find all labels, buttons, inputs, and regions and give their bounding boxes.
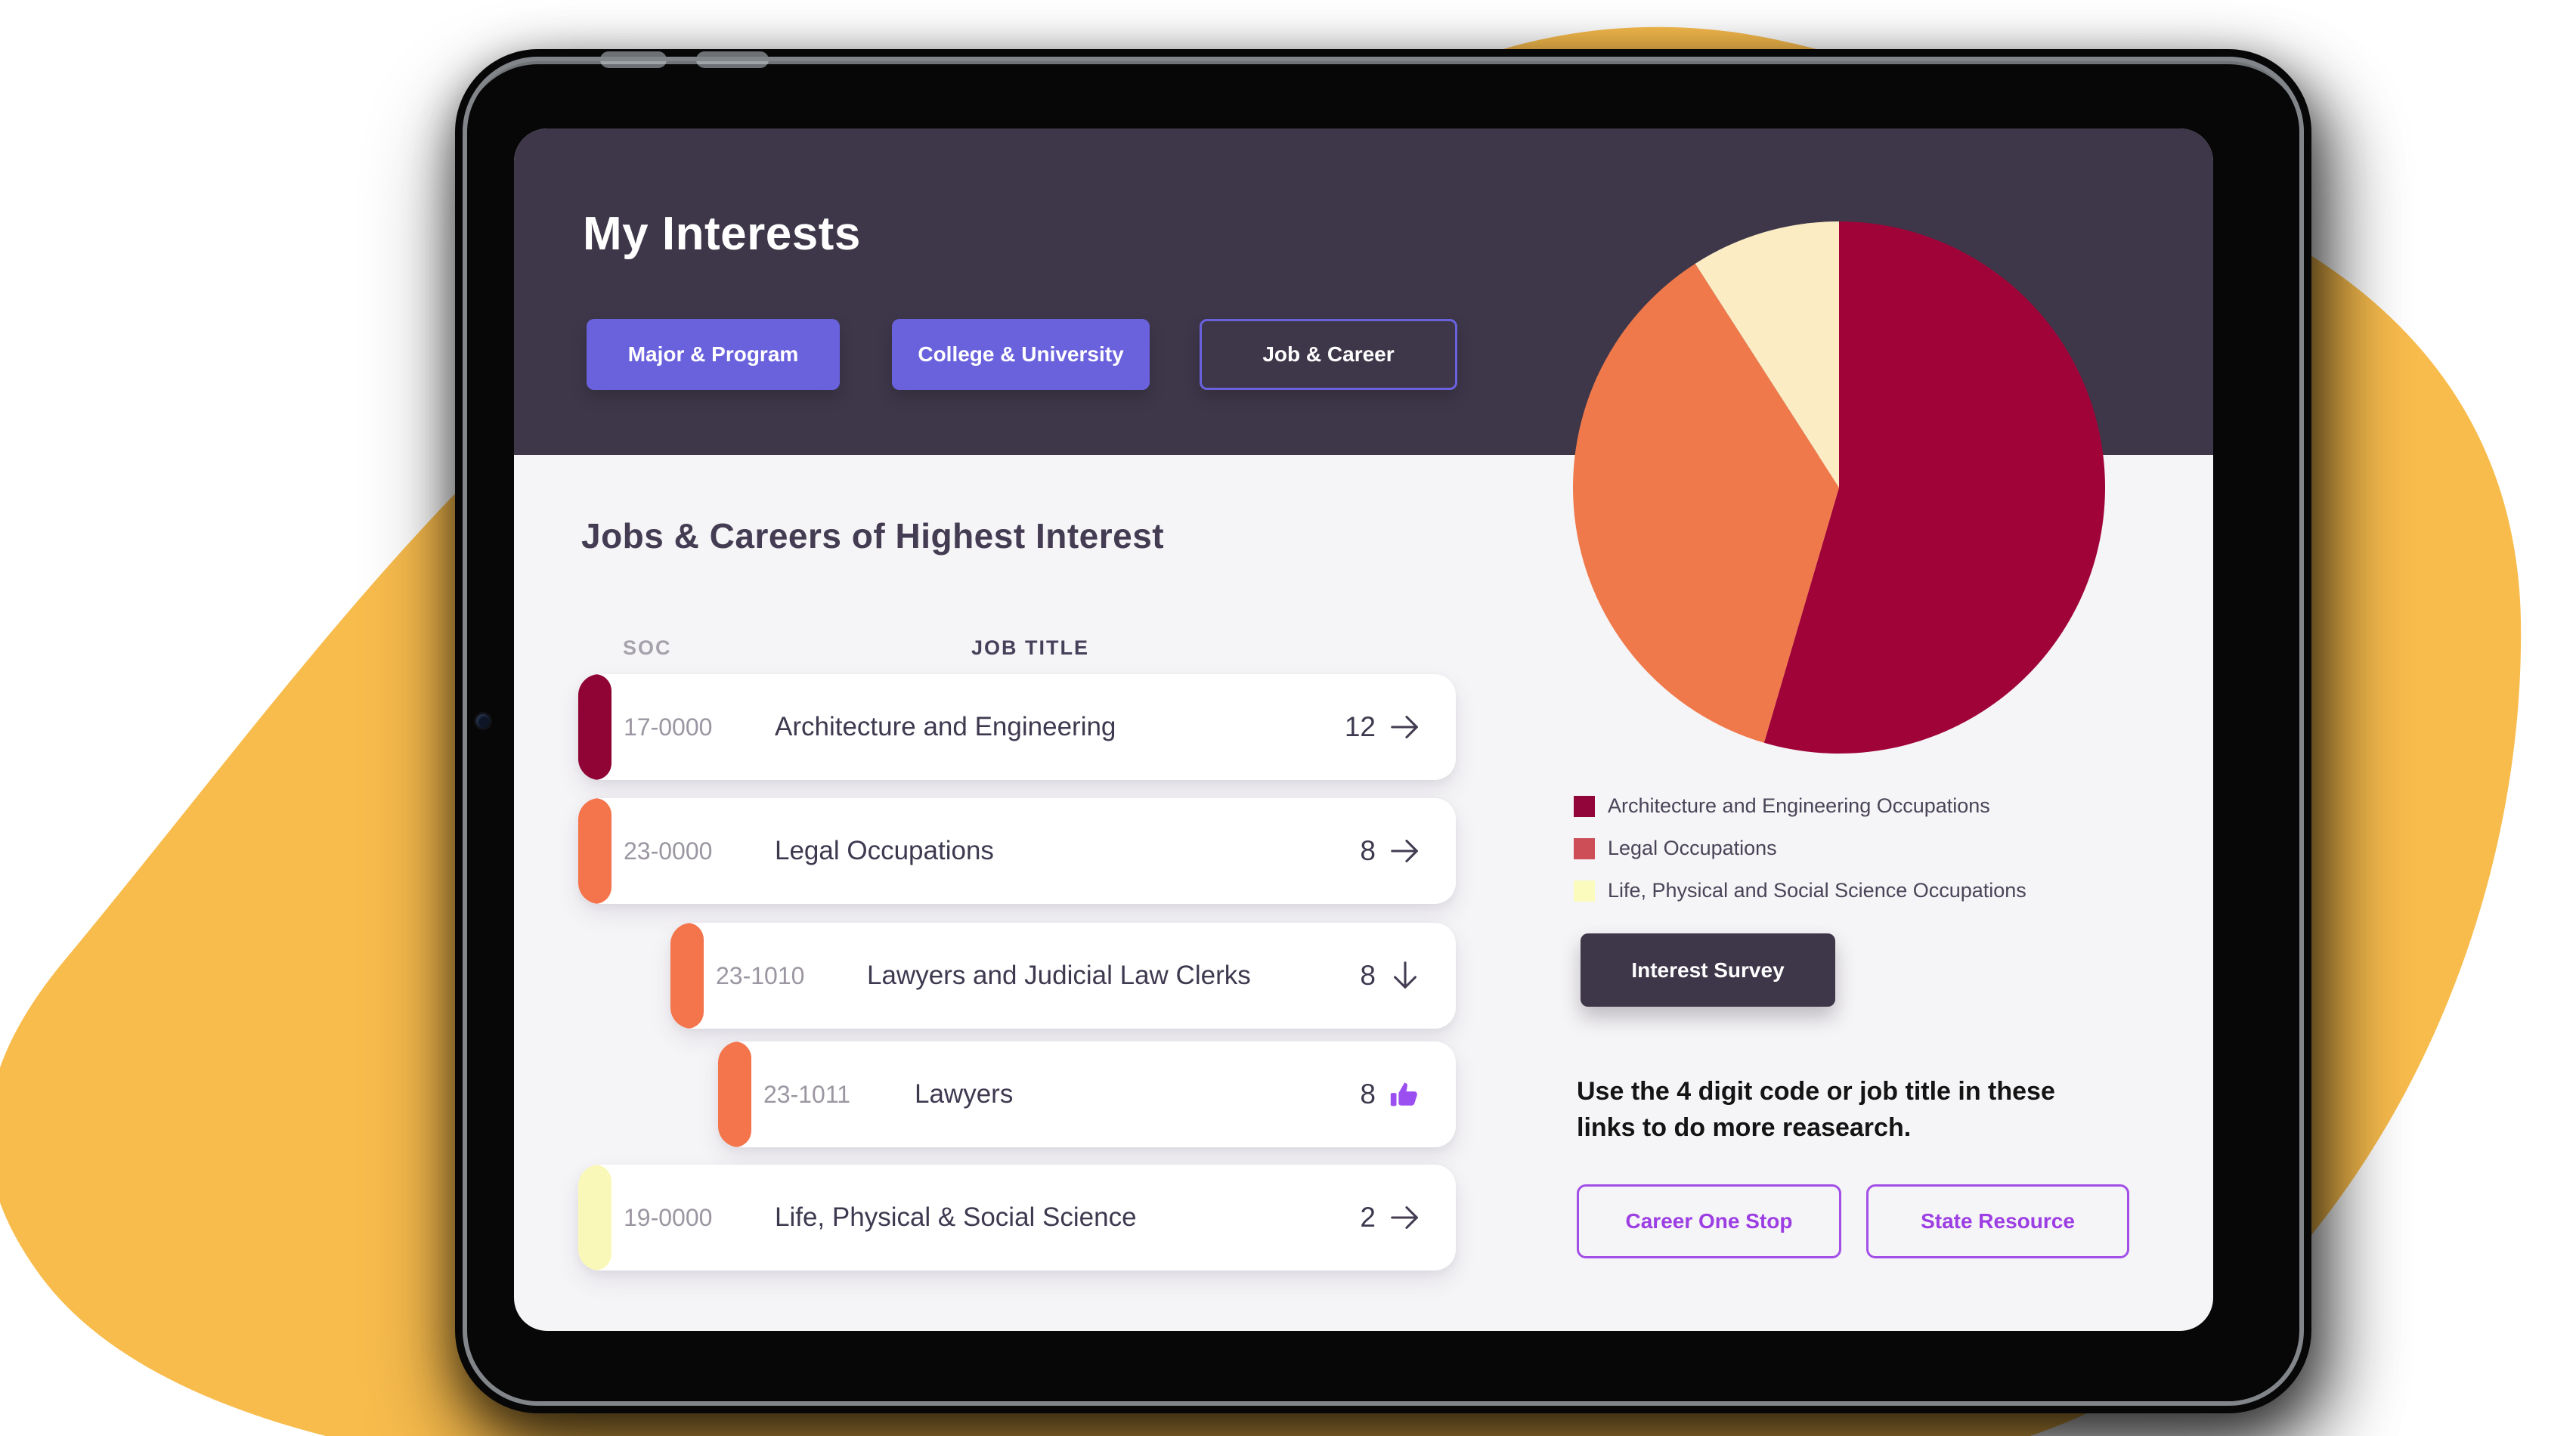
row-soc-code: 23-0000 bbox=[624, 837, 713, 865]
interest-survey-button[interactable]: Interest Survey bbox=[1581, 933, 1835, 1007]
legend-item: Life, Physical and Social Science Occupa… bbox=[1574, 878, 2026, 903]
row-soc-code: 23-1011 bbox=[763, 1080, 851, 1108]
row-interest-count: 12 bbox=[1344, 711, 1376, 742]
pie-legend: Architecture and Engineering Occupations… bbox=[1574, 794, 2026, 903]
row-job-title: Life, Physical & Social Science bbox=[775, 1202, 1137, 1232]
front-camera bbox=[476, 714, 490, 728]
interest-survey-label: Interest Survey bbox=[1631, 958, 1785, 982]
row-accent-bar bbox=[578, 798, 611, 904]
state-resource-button[interactable]: State Resource bbox=[1866, 1184, 2129, 1258]
legend-color-swatch bbox=[1574, 795, 1595, 817]
legend-color-swatch bbox=[1574, 880, 1595, 902]
legend-color-swatch bbox=[1574, 837, 1595, 859]
row-soc-code: 23-1010 bbox=[716, 961, 805, 989]
tab-college-university[interactable]: College & University bbox=[892, 319, 1150, 390]
volume-up-button bbox=[600, 51, 667, 68]
legend-label: Architecture and Engineering Occupations bbox=[1608, 794, 1990, 817]
legend-item: Legal Occupations bbox=[1574, 836, 2026, 861]
row-actions: 8 bbox=[1360, 1077, 1423, 1112]
tab-label: Job & Career bbox=[1262, 342, 1395, 366]
pie-slice-2 bbox=[1695, 221, 1839, 487]
row-actions: 12 bbox=[1345, 710, 1423, 744]
research-text-line-2: links to do more reasearch. bbox=[1577, 1113, 1912, 1142]
tab-label: Major & Program bbox=[627, 342, 799, 366]
page-title: My Interests bbox=[583, 208, 861, 260]
job-row[interactable]: 23-0000 Legal Occupations 8 bbox=[578, 798, 1456, 904]
row-job-title: Lawyers bbox=[915, 1079, 1014, 1109]
tab-job-career[interactable]: Job & Career bbox=[1200, 319, 1457, 390]
row-accent-bar bbox=[578, 1165, 611, 1270]
tab-major-program[interactable]: Major & Program bbox=[587, 319, 840, 390]
row-accent-bar bbox=[718, 1041, 751, 1147]
column-header-soc: SOC bbox=[623, 636, 672, 659]
row-job-title: Lawyers and Judicial Law Clerks bbox=[867, 961, 1251, 990]
row-accent-bar bbox=[670, 923, 704, 1029]
row-actions: 2 bbox=[1360, 1200, 1423, 1235]
row-interest-count: 8 bbox=[1360, 960, 1376, 991]
career-one-stop-button[interactable]: Career One Stop bbox=[1577, 1184, 1841, 1258]
arrow-right-icon[interactable] bbox=[1388, 1200, 1423, 1235]
research-helper-text: Use the 4 digit code or job title in the… bbox=[1577, 1073, 2055, 1146]
interest-pie-chart bbox=[1573, 221, 2105, 754]
row-soc-code: 19-0000 bbox=[624, 1203, 713, 1231]
job-row[interactable]: 19-0000 Life, Physical & Social Science … bbox=[578, 1165, 1456, 1270]
row-actions: 8 bbox=[1360, 834, 1423, 868]
legend-label: Life, Physical and Social Science Occupa… bbox=[1608, 879, 2026, 902]
row-interest-count: 8 bbox=[1360, 1079, 1376, 1109]
row-interest-count: 2 bbox=[1360, 1202, 1376, 1233]
career-one-stop-label: Career One Stop bbox=[1625, 1209, 1793, 1233]
row-interest-count: 8 bbox=[1360, 835, 1376, 866]
tablet-device-frame: My Interests Major & Program College & U… bbox=[455, 49, 2311, 1413]
row-job-title: Architecture and Engineering bbox=[775, 712, 1116, 741]
arrow-right-icon[interactable] bbox=[1388, 710, 1423, 744]
row-soc-code: 17-0000 bbox=[624, 713, 713, 741]
app-screen: My Interests Major & Program College & U… bbox=[514, 128, 2213, 1331]
arrow-down-icon[interactable] bbox=[1388, 958, 1423, 993]
volume-down-button bbox=[696, 51, 769, 68]
legend-label: Legal Occupations bbox=[1608, 837, 1777, 859]
section-heading: Jobs & Careers of Highest Interest bbox=[581, 516, 1165, 556]
research-text-line-1: Use the 4 digit code or job title in the… bbox=[1577, 1077, 2055, 1106]
job-row[interactable]: 17-0000 Architecture and Engineering 12 bbox=[578, 674, 1456, 780]
legend-item: Architecture and Engineering Occupations bbox=[1574, 794, 2026, 819]
arrow-right-icon[interactable] bbox=[1388, 834, 1423, 868]
tab-label: College & University bbox=[918, 342, 1124, 366]
pie-slice-1 bbox=[1573, 263, 1839, 743]
state-resource-label: State Resource bbox=[1921, 1209, 2075, 1233]
pie-slice-0 bbox=[1763, 221, 2105, 754]
column-header-job-title: JOB TITLE bbox=[971, 636, 1090, 659]
job-row[interactable]: 23-1011 Lawyers 8 bbox=[718, 1041, 1456, 1147]
job-row[interactable]: 23-1010 Lawyers and Judicial Law Clerks … bbox=[670, 923, 1456, 1029]
row-accent-bar bbox=[578, 674, 611, 780]
thumbs-up-icon[interactable] bbox=[1388, 1077, 1423, 1112]
row-job-title: Legal Occupations bbox=[775, 836, 994, 865]
row-actions: 8 bbox=[1360, 958, 1423, 993]
